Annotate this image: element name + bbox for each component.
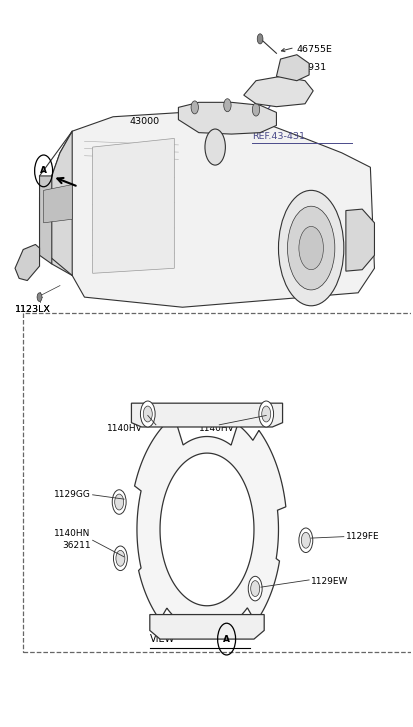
Circle shape: [261, 406, 270, 422]
Polygon shape: [345, 209, 373, 271]
Circle shape: [256, 33, 262, 44]
Circle shape: [287, 206, 334, 290]
Circle shape: [278, 190, 343, 306]
Circle shape: [116, 550, 125, 566]
Polygon shape: [160, 453, 253, 606]
Polygon shape: [40, 131, 72, 276]
Polygon shape: [43, 185, 72, 222]
Text: 91931: 91931: [296, 63, 326, 72]
Circle shape: [252, 103, 259, 116]
Circle shape: [140, 401, 155, 427]
Circle shape: [113, 546, 127, 571]
Text: 43000: 43000: [129, 116, 159, 126]
Text: 1140HN: 1140HN: [54, 529, 90, 537]
Polygon shape: [134, 416, 285, 632]
Text: A: A: [40, 166, 47, 175]
Circle shape: [143, 406, 152, 422]
Circle shape: [298, 226, 323, 270]
Circle shape: [191, 101, 198, 114]
Polygon shape: [40, 176, 52, 264]
Polygon shape: [131, 403, 282, 427]
Circle shape: [112, 490, 126, 514]
Polygon shape: [93, 138, 174, 273]
Text: 1123LX: 1123LX: [15, 305, 51, 314]
Circle shape: [301, 532, 310, 548]
Circle shape: [250, 581, 259, 597]
Text: 1123LX: 1123LX: [15, 305, 51, 314]
Circle shape: [37, 293, 42, 302]
Circle shape: [223, 99, 230, 112]
Text: REF.43-431: REF.43-431: [252, 132, 304, 141]
Text: 36211: 36211: [62, 541, 90, 550]
Circle shape: [298, 528, 312, 553]
Circle shape: [114, 494, 123, 510]
Text: 1129GG: 1129GG: [54, 490, 90, 499]
Text: 1129FE: 1129FE: [345, 532, 379, 541]
Text: A: A: [223, 635, 230, 643]
Polygon shape: [52, 113, 373, 308]
Text: 46755E: 46755E: [296, 45, 332, 55]
Polygon shape: [178, 103, 276, 134]
Circle shape: [248, 577, 261, 601]
Text: 1140HV: 1140HV: [107, 424, 142, 433]
Text: 1129EW: 1129EW: [311, 577, 348, 586]
Text: VIEW: VIEW: [150, 634, 175, 644]
Circle shape: [258, 401, 273, 427]
Circle shape: [204, 129, 225, 165]
Polygon shape: [15, 244, 40, 281]
Polygon shape: [150, 614, 263, 639]
Polygon shape: [276, 55, 309, 81]
Polygon shape: [243, 76, 313, 107]
Text: 1140HV: 1140HV: [198, 424, 234, 433]
